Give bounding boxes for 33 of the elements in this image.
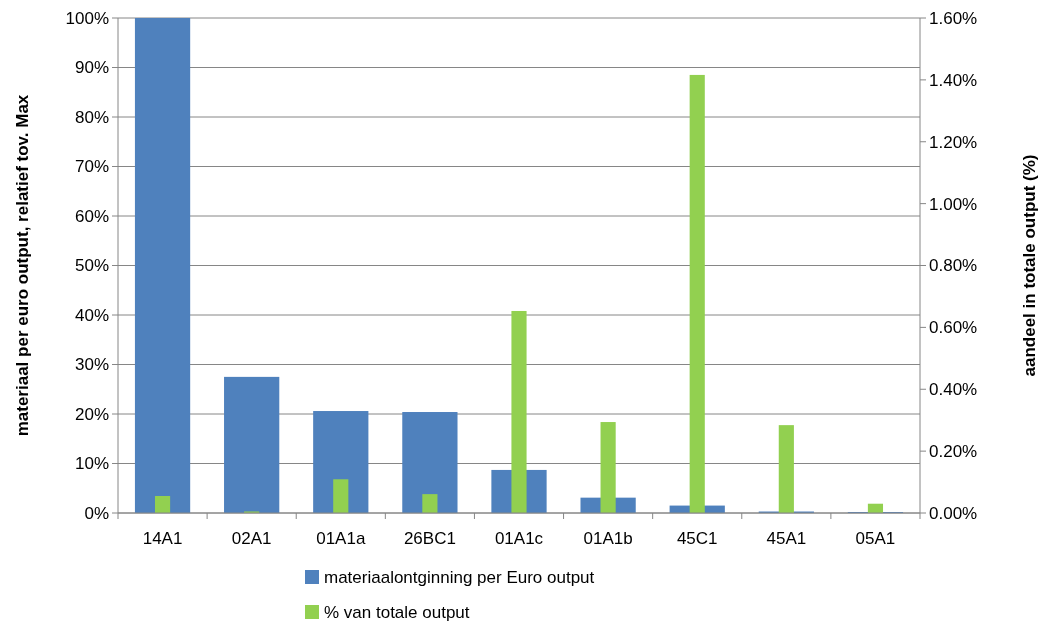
y-tick-label: 30% [74,355,109,375]
x-tick-label: 05A1 [855,529,896,548]
y-tick-label: 70% [74,157,109,177]
y-tick-label: 10% [74,454,109,474]
y-tick-label: 90% [74,58,109,78]
y2-tick-label: 0.80% [929,256,978,276]
y2-axis-title: aandeel in totale output (%) [1020,154,1039,377]
x-tick-label: 01A1a [316,529,366,548]
x-tick-label: 45A1 [766,529,807,548]
y-axis-title: materiaal per euro output, relatief tov. Max [13,94,32,437]
legend-label: materiaalontginning per Euro output [324,567,595,587]
y2-tick-label: 1.40% [929,70,978,90]
y2-tick-label: 1.20% [929,132,978,152]
y2-tick-label: 0.00% [929,503,978,523]
y-tick-label: 20% [74,404,109,424]
x-tick-label: 26BC1 [403,529,456,548]
y-tick-label: 60% [74,206,109,226]
y-tick-label: 80% [74,107,109,127]
y-tick-label: 40% [74,305,109,325]
y2-tick-label: 1.00% [929,194,978,214]
x-tick-label: 01A1c [494,529,544,548]
x-tick-label: 01A1b [583,529,633,548]
y-tick-label: 100% [65,8,109,28]
y-tick-label: 50% [74,256,109,276]
legend-label: % van totale output [324,602,470,622]
y2-tick-label: 0.40% [929,380,978,400]
x-tick-label: 45C1 [676,529,718,548]
x-tick-label: 14A1 [142,529,183,548]
y2-tick-label: 1.60% [929,8,978,28]
x-tick-label: 02A1 [231,529,272,548]
y2-tick-label: 0.60% [929,318,978,338]
y2-tick-label: 0.20% [929,442,978,462]
y-tick-label: 0% [84,503,109,523]
